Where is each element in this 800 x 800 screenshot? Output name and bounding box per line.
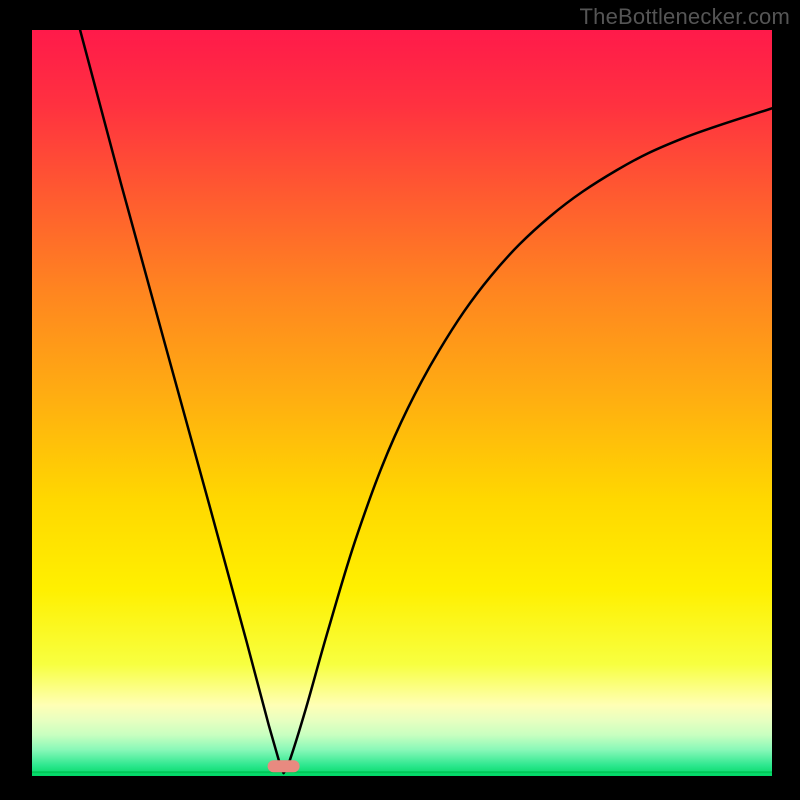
- gradient-background: [32, 30, 772, 776]
- minimum-marker: [268, 760, 300, 772]
- plot-area: [32, 30, 772, 776]
- chart-container: TheBottlenecker.com: [0, 0, 800, 800]
- watermark-text: TheBottlenecker.com: [580, 4, 790, 30]
- chart-svg: [32, 30, 772, 776]
